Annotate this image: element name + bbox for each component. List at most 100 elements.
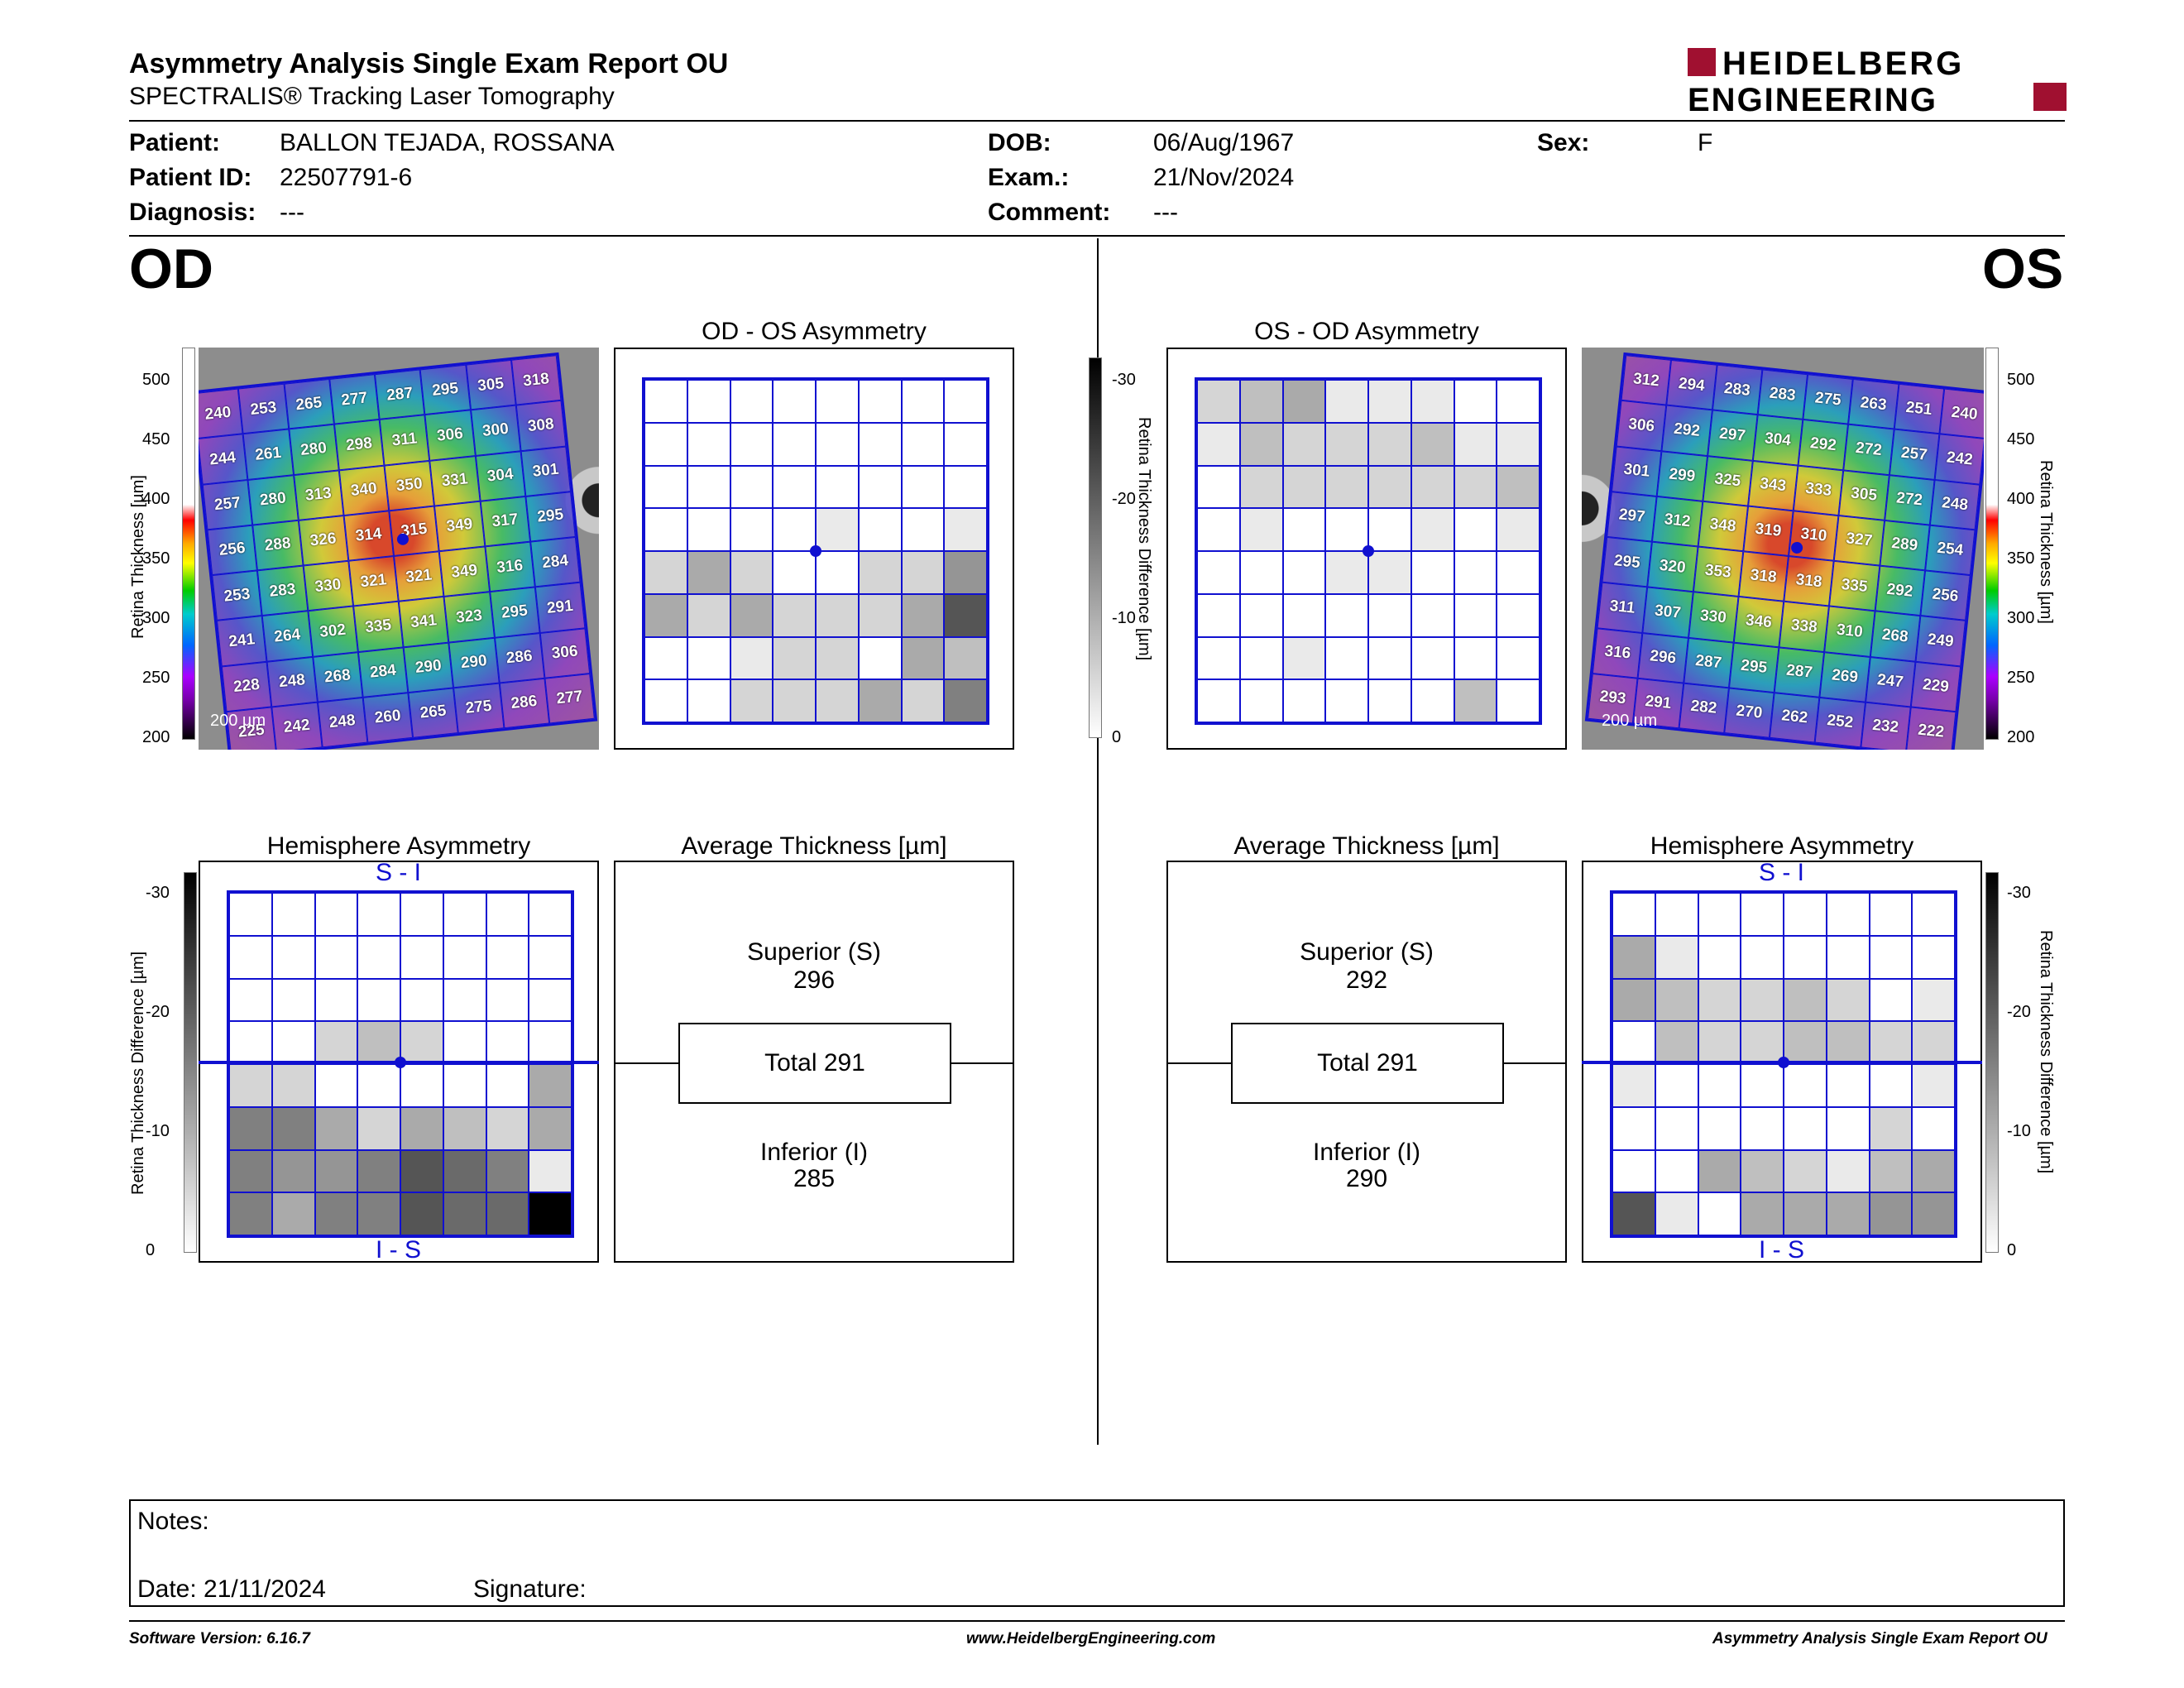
os-thickness-value: 346 [1733, 597, 1784, 647]
od-asym-cell [773, 551, 816, 594]
os-average-panel: Superior (S) 292 Total 291 Inferior (I) … [1166, 861, 1567, 1263]
od-thickness-value: 280 [247, 474, 299, 525]
od-thickness-value: 349 [438, 546, 490, 597]
od-asymmetry-panel [614, 348, 1014, 750]
os-hemi-cell [1741, 978, 1784, 1022]
od-hemi-cell [357, 1021, 400, 1064]
os-asym-cell [1497, 508, 1540, 551]
os-hemi-cell [1655, 893, 1698, 936]
od-asym-cell [730, 422, 774, 466]
od-asym-cell [816, 679, 859, 722]
od-asym-cell [858, 508, 902, 551]
os-hemi-center-marker [1778, 1057, 1789, 1068]
os-thickness-value: 306 [1616, 400, 1667, 451]
od-asym-cell [773, 636, 816, 680]
od-total-box: Total 291 [678, 1023, 951, 1104]
os-thickness-value: 256 [1920, 570, 1971, 621]
os-diff-tick: 0 [2007, 1241, 2017, 1259]
od-asym-cell [773, 465, 816, 509]
od-asym-cell [773, 422, 816, 466]
od-asym-cell [687, 679, 730, 722]
od-asym-cell [944, 551, 987, 594]
od-hemi-cell [400, 935, 443, 979]
os-asym-cell [1454, 551, 1497, 594]
os-thickness-value: 282 [1679, 683, 1729, 734]
od-hemi-cell [486, 935, 529, 979]
od-hemi-cell [229, 1106, 272, 1150]
os-asymmetry-title: OS - OD Asymmetry [1254, 318, 1479, 345]
os-asym-cell [1325, 422, 1368, 466]
od-asym-center-marker [810, 545, 821, 557]
od-diff-tick: 0 [146, 1241, 156, 1259]
od-hemi-cell [443, 978, 486, 1022]
od-hemi-cell [271, 1192, 315, 1235]
os-thickness-value: 307 [1642, 587, 1693, 638]
os-hemi-cell [1612, 1021, 1655, 1064]
od-thickness-value: 341 [398, 597, 449, 647]
od-hemi-cell [229, 1192, 272, 1235]
od-hemi-cell [400, 1064, 443, 1107]
od-hemi-cell [314, 935, 358, 979]
os-hemi-cell [1655, 1149, 1698, 1193]
website-link[interactable]: www.HeidelbergEngineering.com [966, 1630, 1216, 1647]
os-hemi-cell [1912, 1192, 1955, 1235]
od-asym-cell [944, 422, 987, 466]
os-asym-cell [1197, 636, 1240, 680]
os-asym-cell [1497, 551, 1540, 594]
os-hemi-cell [1698, 1021, 1741, 1064]
os-hemi-cell [1612, 978, 1655, 1022]
od-asym-cell [773, 679, 816, 722]
od-asym-cell [730, 551, 774, 594]
od-diff-tick: -30 [146, 884, 170, 902]
od-thickness-value: 253 [212, 570, 262, 621]
os-asym-cell [1197, 551, 1240, 594]
os-asym-cell [1325, 679, 1368, 722]
os-thickness-value: 272 [1843, 424, 1894, 475]
os-thickness-value: 295 [1728, 642, 1779, 693]
os-superior-value: 292 [1345, 966, 1388, 994]
os-superior-label: Superior (S) [1300, 938, 1434, 966]
footer-divider [129, 1620, 2065, 1622]
os-asym-cell [1239, 465, 1283, 509]
od-thickness-value: 283 [257, 565, 308, 616]
os-hemi-cell [1912, 1106, 1955, 1150]
os-asym-cell [1410, 465, 1454, 509]
os-thickness-value: 232 [1860, 702, 1911, 750]
od-asymmetry-grid [644, 380, 987, 722]
os-thickness-value: 301 [1611, 446, 1662, 496]
patient-id-value: 22507791-6 [280, 164, 413, 191]
od-thickness-value: 301 [520, 446, 572, 496]
os-thickness-axis-label: Retina Thickness [µm] [2037, 460, 2055, 624]
report-subtitle: SPECTRALIS® Tracking Laser Tomography [129, 83, 615, 110]
svg-text:ENGINEERING: ENGINEERING [1688, 82, 1937, 114]
os-hemi-cell [1784, 1106, 1827, 1150]
os-asym-cell [1368, 380, 1411, 423]
os-asym-cell [1454, 465, 1497, 509]
os-asym-cell [1197, 380, 1240, 423]
os-asym-cell [1197, 465, 1240, 509]
od-thickness-value: 318 [510, 355, 562, 405]
od-asym-cell [858, 465, 902, 509]
od-asym-cell [816, 636, 859, 680]
od-thickness-value: 295 [489, 587, 540, 638]
od-hemi-cell [314, 893, 358, 936]
os-fundus-image: 312 294 283 283 275 263 251 240 306 292 297 304 292 2… [1582, 348, 1984, 750]
os-asym-cell [1454, 679, 1497, 722]
os-thickness-value: 262 [1769, 692, 1820, 743]
os-asym-cell [1197, 422, 1240, 466]
os-hemi-cell [1612, 1064, 1655, 1107]
os-asymmetry-panel [1166, 348, 1567, 750]
exam-label: Exam.: [988, 164, 1070, 191]
exam-value: 21/Nov/2024 [1153, 164, 1295, 191]
os-hemi-cell [1826, 1106, 1870, 1150]
os-thickness-value: 299 [1656, 450, 1707, 501]
od-asym-cell [644, 636, 687, 680]
od-inferior-value: 285 [793, 1165, 836, 1192]
od-asym-cell [944, 593, 987, 637]
date-label: Date: 21/11/2024 [137, 1575, 326, 1603]
notes-box[interactable]: Notes: Date: 21/11/2024 Signature: [129, 1499, 2065, 1607]
od-thickness-value: 248 [266, 656, 318, 707]
od-asym-cell [644, 551, 687, 594]
od-asym-cell [858, 593, 902, 637]
od-thickness-value: 290 [403, 642, 454, 693]
